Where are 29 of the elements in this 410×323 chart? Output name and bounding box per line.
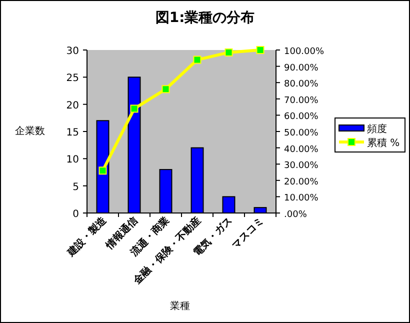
y2-tick-label: 90.00%: [284, 63, 319, 74]
y-tick-label: 5: [72, 182, 79, 193]
point: [224, 48, 233, 56]
x-axis-title: 業種: [170, 300, 190, 312]
legend-label: 累積 %: [367, 137, 400, 149]
y2-tick-label: .00%: [284, 210, 308, 220]
y2-tick-label: 60.00%: [284, 112, 319, 122]
y2-tick-label: 50.00%: [284, 128, 319, 138]
y2-tick-label: 80.00%: [284, 80, 319, 90]
y2-tick-label: 100.00%: [284, 47, 324, 57]
y-tick-label: 20: [66, 100, 79, 112]
y-tick-label: 30: [66, 46, 79, 57]
point: [162, 85, 170, 94]
chart-title: 図1:業種の分布: [155, 10, 255, 26]
y-tick-label: 15: [66, 128, 79, 138]
point: [98, 166, 107, 175]
y-tick-label: 25: [66, 73, 79, 84]
legend-label: 頻度: [367, 123, 387, 135]
y-tick-label: 0: [72, 209, 79, 220]
y2-tick-label: 10.00%: [284, 194, 319, 204]
point: [193, 56, 202, 64]
y2-tick-label: 30.00%: [284, 161, 319, 172]
y2-tick-label: 70.00%: [284, 96, 319, 106]
y2-tick-label: 20.00%: [284, 177, 319, 188]
y-tick-label: 10: [66, 154, 79, 166]
y2-tick-label: 40.00%: [284, 144, 319, 155]
point: [256, 46, 264, 54]
point: [130, 104, 138, 113]
y-axis-title: 企業数: [15, 125, 45, 137]
